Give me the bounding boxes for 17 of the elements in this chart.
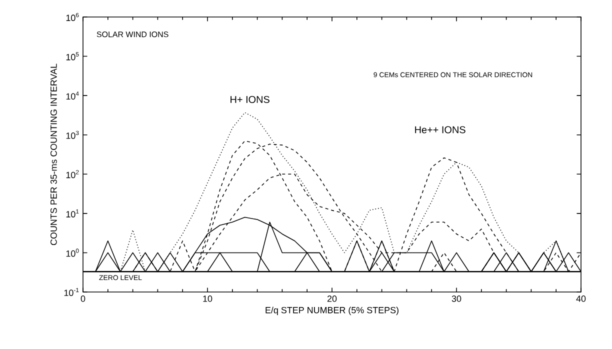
x-axis-title: E/q STEP NUMBER (5% STEPS) [266, 306, 398, 316]
y-tick-label: 10$^{5}$ [66, 52, 79, 60]
annotation: H+ IONS [230, 96, 270, 104]
y-tick-label: 10$^{1}$ [66, 209, 79, 218]
y-tick-label: 10$^{4}$ [66, 92, 79, 100]
y-tick-label: 10$^{3}$ [66, 130, 79, 139]
x-tick-label: 0 [80, 296, 86, 302]
y-tick-label: 10$^{0}$ [66, 248, 79, 257]
x-tick-label: 20 [327, 296, 337, 302]
x-tick-label: 40 [576, 296, 586, 302]
x-tick-label: 30 [452, 296, 462, 302]
annotation: He++ IONS [415, 126, 466, 134]
y-tick-label: 10$^{6}$ [66, 12, 79, 22]
x-tick-label: 10 [203, 296, 212, 302]
y-axis-title: COUNTS PER 35-ms COUNTING INTERVAL [50, 64, 57, 246]
y-tick-label: 10$^{2}$ [66, 170, 79, 178]
y-tick-label: 10$^{-1}$ [64, 288, 79, 296]
